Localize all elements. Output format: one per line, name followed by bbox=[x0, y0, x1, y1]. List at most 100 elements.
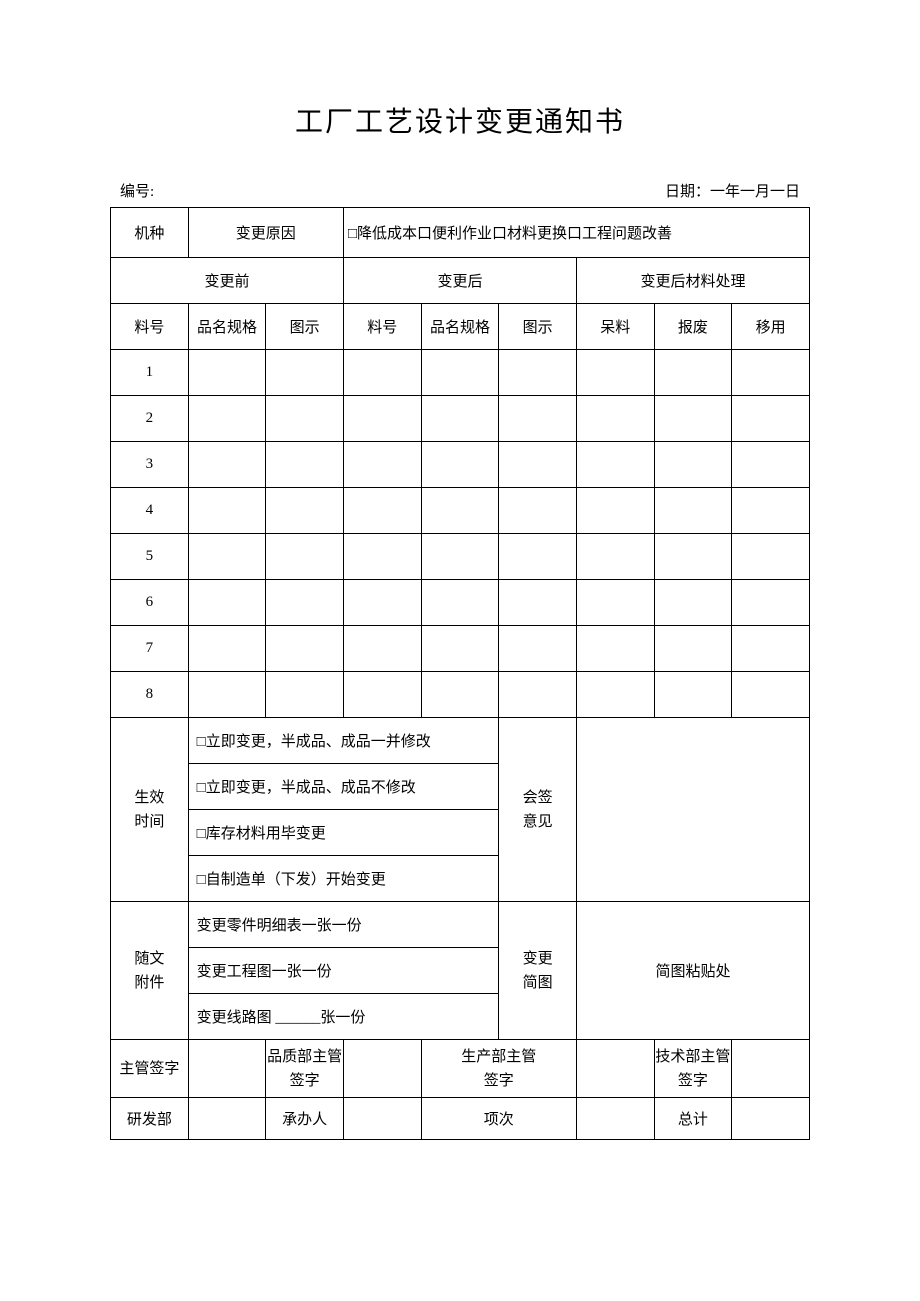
diagram-label: 变更 简图 bbox=[499, 902, 577, 1040]
data-cell bbox=[343, 350, 421, 396]
data-cell bbox=[421, 350, 499, 396]
data-cell bbox=[343, 488, 421, 534]
machine-type-label: 机种 bbox=[111, 208, 189, 258]
supervisor-sig-label: 主管签字 bbox=[111, 1040, 189, 1098]
reason-label: 变更原因 bbox=[188, 208, 343, 258]
data-cell bbox=[421, 580, 499, 626]
col-before-2: 图示 bbox=[266, 304, 344, 350]
data-row-num: 4 bbox=[111, 488, 189, 534]
attachment-item: 变更零件明细表一张一份 bbox=[188, 902, 499, 948]
diagram-paste-area: 简图粘贴处 bbox=[576, 902, 809, 1040]
col-after-1: 品名规格 bbox=[421, 304, 499, 350]
data-cell bbox=[266, 626, 344, 672]
data-cell bbox=[343, 396, 421, 442]
cosign-area bbox=[576, 718, 809, 902]
data-cell bbox=[266, 488, 344, 534]
data-cell bbox=[654, 534, 732, 580]
data-row-num: 7 bbox=[111, 626, 189, 672]
data-cell bbox=[732, 442, 810, 488]
data-cell bbox=[576, 534, 654, 580]
data-cell bbox=[732, 488, 810, 534]
data-cell bbox=[188, 396, 266, 442]
serial-label: 编号: bbox=[120, 180, 154, 201]
date-label: 日期：一年一月一日 bbox=[665, 180, 800, 201]
data-cell bbox=[576, 672, 654, 718]
col-before-1: 品名规格 bbox=[188, 304, 266, 350]
data-cell bbox=[266, 442, 344, 488]
data-row-num: 5 bbox=[111, 534, 189, 580]
data-cell bbox=[499, 626, 577, 672]
data-cell bbox=[732, 626, 810, 672]
data-cell bbox=[499, 442, 577, 488]
sig-cell bbox=[732, 1040, 810, 1098]
data-cell bbox=[499, 350, 577, 396]
sig-cell bbox=[188, 1040, 266, 1098]
data-row-num: 1 bbox=[111, 350, 189, 396]
cosign-label: 会签 意见 bbox=[499, 718, 577, 902]
data-cell bbox=[343, 580, 421, 626]
data-cell bbox=[654, 442, 732, 488]
data-cell bbox=[654, 580, 732, 626]
effective-option: □立即变更，半成品、成品一并修改 bbox=[188, 718, 499, 764]
data-cell bbox=[576, 580, 654, 626]
reason-options: □降低成本口便利作业口材料更换口工程问题改善 bbox=[343, 208, 809, 258]
data-cell bbox=[499, 488, 577, 534]
section-before: 变更前 bbox=[111, 258, 344, 304]
data-cell bbox=[576, 488, 654, 534]
item-label: 项次 bbox=[421, 1098, 576, 1140]
data-cell bbox=[732, 580, 810, 626]
data-cell bbox=[576, 442, 654, 488]
sig-cell bbox=[732, 1098, 810, 1140]
data-cell bbox=[266, 580, 344, 626]
data-cell bbox=[499, 580, 577, 626]
production-sig-label: 生产部主管签字 bbox=[421, 1040, 576, 1098]
data-cell bbox=[732, 350, 810, 396]
data-cell bbox=[654, 350, 732, 396]
data-row-num: 3 bbox=[111, 442, 189, 488]
data-cell bbox=[343, 626, 421, 672]
section-handling: 变更后材料处理 bbox=[576, 258, 809, 304]
data-cell bbox=[188, 672, 266, 718]
effective-option: □自制造单（下发）开始变更 bbox=[188, 856, 499, 902]
col-handling-1: 报废 bbox=[654, 304, 732, 350]
quality-sig-label: 品质部主管签字 bbox=[266, 1040, 344, 1098]
effective-option: □立即变更，半成品、成品不修改 bbox=[188, 764, 499, 810]
data-cell bbox=[188, 534, 266, 580]
data-cell bbox=[266, 672, 344, 718]
tech-sig-label: 技术部主管签字 bbox=[654, 1040, 732, 1098]
sig-cell bbox=[343, 1040, 421, 1098]
data-cell bbox=[421, 396, 499, 442]
data-cell bbox=[654, 396, 732, 442]
attachment-item: 变更工程图一张一份 bbox=[188, 948, 499, 994]
data-cell bbox=[576, 626, 654, 672]
header-row: 编号: 日期：一年一月一日 bbox=[110, 180, 810, 201]
data-row-num: 2 bbox=[111, 396, 189, 442]
effective-option: □库存材料用毕变更 bbox=[188, 810, 499, 856]
data-cell bbox=[188, 580, 266, 626]
data-cell bbox=[266, 534, 344, 580]
data-cell bbox=[654, 488, 732, 534]
handler-label: 承办人 bbox=[266, 1098, 344, 1140]
data-cell bbox=[576, 396, 654, 442]
data-cell bbox=[732, 534, 810, 580]
data-cell bbox=[343, 534, 421, 580]
data-cell bbox=[188, 350, 266, 396]
col-handling-0: 呆料 bbox=[576, 304, 654, 350]
data-cell bbox=[266, 350, 344, 396]
data-row-num: 6 bbox=[111, 580, 189, 626]
sig-cell bbox=[343, 1098, 421, 1140]
data-cell bbox=[188, 626, 266, 672]
attachments-label: 随文 附件 bbox=[111, 902, 189, 1040]
total-label: 总计 bbox=[654, 1098, 732, 1140]
rd-label: 研发部 bbox=[111, 1098, 189, 1140]
data-cell bbox=[732, 672, 810, 718]
data-cell bbox=[188, 442, 266, 488]
document-title: 工厂工艺设计变更通知书 bbox=[110, 100, 810, 140]
data-cell bbox=[499, 672, 577, 718]
attachment-item: 变更线路图 ______张一份 bbox=[188, 994, 499, 1040]
data-cell bbox=[654, 626, 732, 672]
data-cell bbox=[421, 672, 499, 718]
data-cell bbox=[421, 534, 499, 580]
data-cell bbox=[499, 396, 577, 442]
data-cell bbox=[576, 350, 654, 396]
